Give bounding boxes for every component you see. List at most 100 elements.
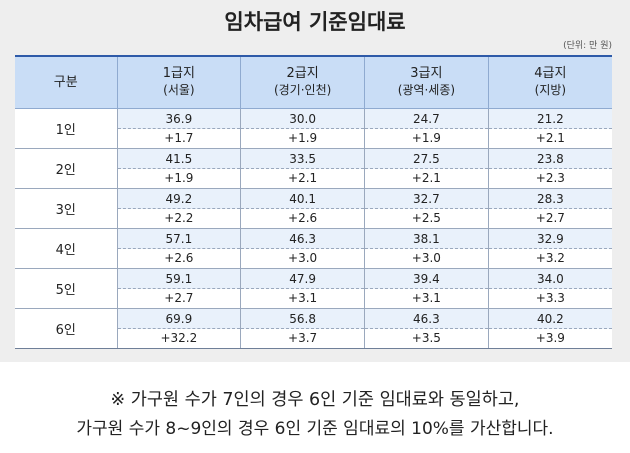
additional-rent-value: +3.0: [365, 248, 488, 268]
header-zone-label: 3급지: [410, 66, 443, 82]
header-zone-sub: (지방): [534, 83, 567, 98]
rent-cell: 38.1 +3.0: [364, 228, 489, 269]
additional-rent-value: +3.1: [241, 288, 364, 308]
base-rent-value: 40.1: [241, 188, 364, 209]
rent-cell: 34.0 +3.3: [487, 268, 612, 309]
table-header-row: 구분 1급지 (서울) 2급지 (경기·인천) 3급지 (광역·세종) 4급지 …: [15, 55, 612, 109]
footnote-line-2: 가구원 수가 8~9인의 경우 6인 기준 임대료의 10%를 가산합니다.: [76, 419, 554, 439]
additional-rent-value: +3.7: [241, 328, 364, 348]
additional-rent-value: +2.6: [241, 208, 364, 228]
page-title: 임차급여 기준임대료: [224, 10, 406, 34]
additional-rent-value: +2.1: [241, 168, 364, 188]
base-rent-value: 69.9: [117, 308, 241, 329]
row-household-label: 4인: [15, 228, 117, 269]
rent-cell: 28.3 +2.7: [487, 188, 612, 229]
rent-cell: 59.1 +2.7: [116, 268, 241, 309]
header-zone-label: 2급지: [286, 66, 319, 82]
base-rent-value: 33.5: [241, 148, 364, 169]
additional-rent-value: +2.6: [117, 248, 241, 268]
additional-rent-value: +1.9: [117, 168, 241, 188]
base-rent-value: 57.1: [117, 228, 241, 249]
header-zone-2: 2급지 (경기·인천): [240, 55, 365, 109]
base-rent-value: 49.2: [117, 188, 241, 209]
table-row: 4인 57.1 +2.6 46.3 +3.0 38.1 +3.0 32.9 +3.2: [15, 228, 612, 269]
additional-rent-value: +32.2: [117, 328, 241, 348]
header-zone-1: 1급지 (서울): [116, 55, 241, 109]
additional-rent-value: +3.3: [488, 288, 612, 308]
rent-table-panel: 임차급여 기준임대료 (단위: 만 원) 구분 1급지 (서울) 2급지 (경기…: [0, 0, 630, 362]
base-rent-value: 46.3: [365, 308, 488, 329]
rent-cell: 27.5 +2.1: [364, 148, 489, 189]
header-corner: 구분: [15, 55, 117, 109]
row-household-label: 3인: [15, 188, 117, 229]
base-rent-value: 59.1: [117, 268, 241, 289]
base-rent-value: 41.5: [117, 148, 241, 169]
table-row: 6인 69.9 +32.2 56.8 +3.7 46.3 +3.5 40.2 +3.9: [15, 308, 612, 349]
header-zone-3: 3급지 (광역·세종): [364, 55, 489, 109]
rent-cell: 57.1 +2.6: [116, 228, 241, 269]
table-row: 2인 41.5 +1.9 33.5 +2.1 27.5 +2.1 23.8 +2.3: [15, 148, 612, 189]
header-zone-sub: (경기·인천): [273, 83, 332, 98]
rent-cell: 30.0 +1.9: [240, 108, 365, 149]
table-row: 1인 36.9 +1.7 30.0 +1.9 24.7 +1.9 21.2 +2.1: [15, 108, 612, 149]
additional-rent-value: +3.9: [488, 328, 612, 348]
base-rent-value: 30.0: [241, 108, 364, 129]
footnote-line-1: ※ 가구원 수가 7인의 경우 6인 기준 임대료와 동일하고,: [110, 390, 520, 410]
base-rent-value: 34.0: [488, 268, 612, 289]
header-zone-label: 1급지: [162, 66, 195, 82]
additional-rent-value: +2.3: [488, 168, 612, 188]
rent-cell: 56.8 +3.7: [240, 308, 365, 349]
table-row: 3인 49.2 +2.2 40.1 +2.6 32.7 +2.5 28.3 +2.7: [15, 188, 612, 229]
base-rent-value: 24.7: [365, 108, 488, 129]
additional-rent-value: +2.7: [488, 208, 612, 228]
row-household-label: 5인: [15, 268, 117, 309]
base-rent-value: 23.8: [488, 148, 612, 169]
base-rent-value: 32.9: [488, 228, 612, 249]
rent-cell: 21.2 +2.1: [487, 108, 612, 149]
base-rent-value: 39.4: [365, 268, 488, 289]
rent-cell: 46.3 +3.0: [240, 228, 365, 269]
base-rent-value: 28.3: [488, 188, 612, 209]
header-zone-4: 4급지 (지방): [487, 55, 612, 109]
rent-cell: 23.8 +2.3: [487, 148, 612, 189]
base-rent-value: 47.9: [241, 268, 364, 289]
additional-rent-value: +3.5: [365, 328, 488, 348]
additional-rent-value: +2.1: [365, 168, 488, 188]
rent-cell: 40.1 +2.6: [240, 188, 365, 229]
row-household-label: 6인: [15, 308, 117, 349]
additional-rent-value: +2.2: [117, 208, 241, 228]
base-rent-value: 38.1: [365, 228, 488, 249]
header-zone-sub: (광역·세종): [397, 83, 456, 98]
additional-rent-value: +3.1: [365, 288, 488, 308]
header-zone-label: 4급지: [534, 66, 567, 82]
additional-rent-value: +3.2: [488, 248, 612, 268]
rent-cell: 39.4 +3.1: [364, 268, 489, 309]
rent-cell: 36.9 +1.7: [116, 108, 241, 149]
base-rent-value: 40.2: [488, 308, 612, 329]
rent-table: 구분 1급지 (서울) 2급지 (경기·인천) 3급지 (광역·세종) 4급지 …: [15, 55, 612, 349]
rent-cell: 33.5 +2.1: [240, 148, 365, 189]
additional-rent-value: +2.7: [117, 288, 241, 308]
base-rent-value: 27.5: [365, 148, 488, 169]
base-rent-value: 46.3: [241, 228, 364, 249]
table-row: 5인 59.1 +2.7 47.9 +3.1 39.4 +3.1 34.0 +3.3: [15, 268, 612, 309]
additional-rent-value: +1.7: [117, 128, 241, 148]
row-household-label: 1인: [15, 108, 117, 149]
additional-rent-value: +2.1: [488, 128, 612, 148]
header-zone-sub: (서울): [163, 83, 195, 98]
unit-note: (단위: 만 원): [563, 41, 612, 51]
additional-rent-value: +1.9: [365, 128, 488, 148]
row-household-label: 2인: [15, 148, 117, 189]
rent-cell: 49.2 +2.2: [116, 188, 241, 229]
rent-cell: 46.3 +3.5: [364, 308, 489, 349]
rent-cell: 47.9 +3.1: [240, 268, 365, 309]
base-rent-value: 36.9: [117, 108, 241, 129]
additional-rent-value: +2.5: [365, 208, 488, 228]
rent-cell: 40.2 +3.9: [487, 308, 612, 349]
base-rent-value: 21.2: [488, 108, 612, 129]
additional-rent-value: +1.9: [241, 128, 364, 148]
rent-cell: 69.9 +32.2: [116, 308, 241, 349]
rent-cell: 32.9 +3.2: [487, 228, 612, 269]
rent-cell: 41.5 +1.9: [116, 148, 241, 189]
additional-rent-value: +3.0: [241, 248, 364, 268]
